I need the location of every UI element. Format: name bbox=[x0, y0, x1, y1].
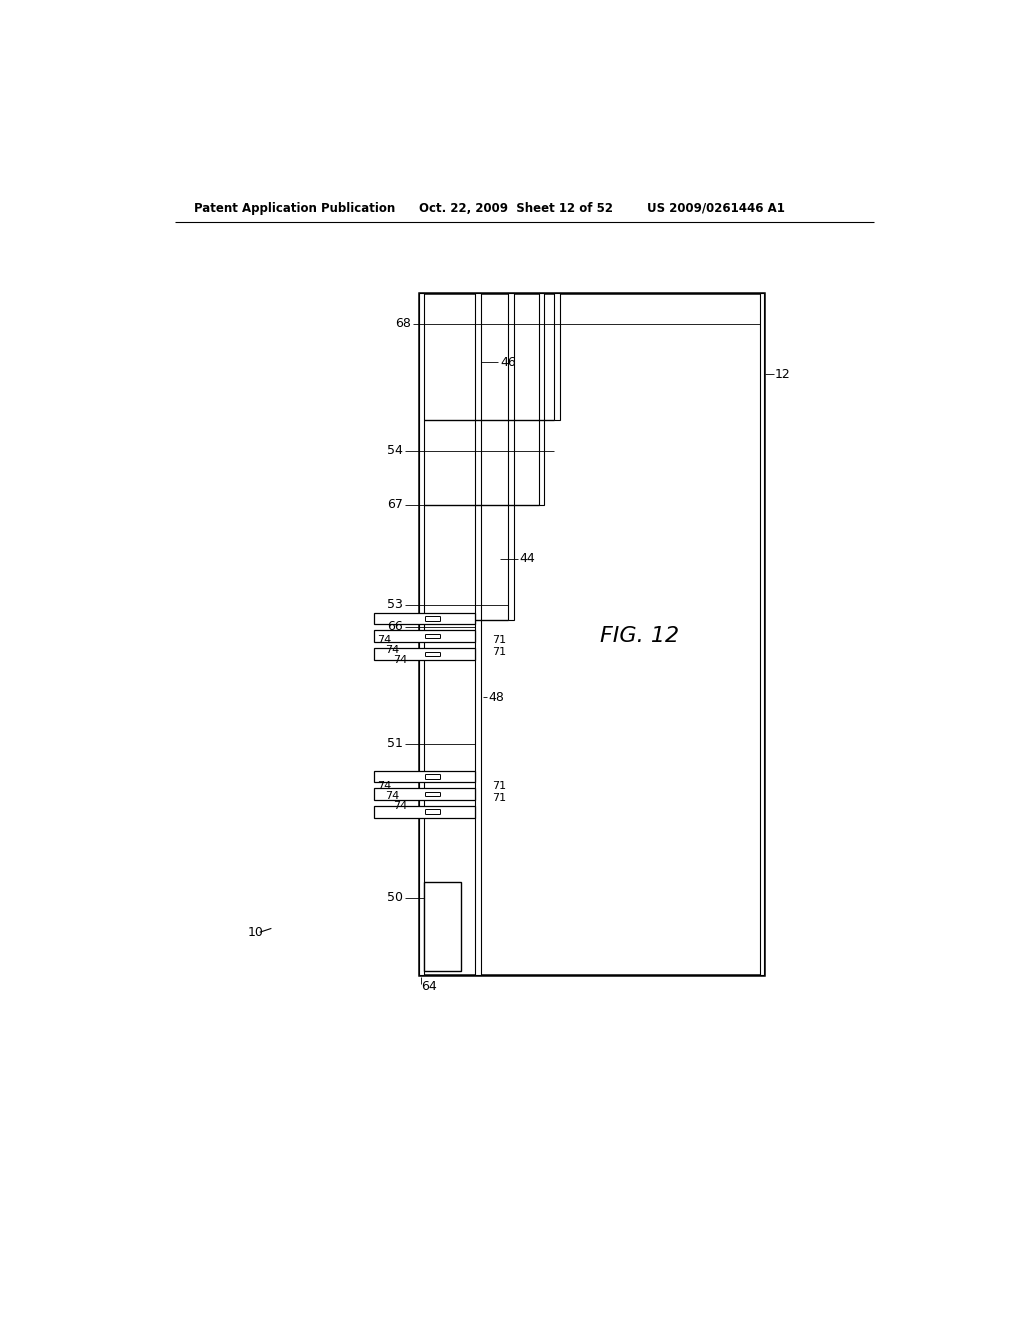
Text: US 2009/0261446 A1: US 2009/0261446 A1 bbox=[647, 202, 785, 215]
Bar bbox=[375, 807, 475, 817]
Text: 12: 12 bbox=[775, 367, 791, 380]
Text: 71: 71 bbox=[493, 781, 507, 791]
Bar bbox=[475, 293, 481, 974]
Text: 53: 53 bbox=[387, 598, 403, 611]
Text: 71: 71 bbox=[493, 635, 507, 644]
Text: 68: 68 bbox=[395, 317, 411, 330]
Text: 74: 74 bbox=[377, 635, 391, 644]
Text: 71: 71 bbox=[493, 647, 507, 657]
Text: 48: 48 bbox=[488, 690, 504, 704]
Bar bbox=[419, 293, 424, 974]
Bar bbox=[375, 612, 475, 624]
Text: 64: 64 bbox=[421, 979, 436, 993]
Text: 50: 50 bbox=[387, 891, 403, 904]
Bar bbox=[539, 293, 544, 506]
Text: 74: 74 bbox=[377, 781, 391, 791]
Bar bbox=[554, 293, 560, 420]
Text: FIG. 12: FIG. 12 bbox=[600, 626, 679, 645]
Text: Patent Application Publication: Patent Application Publication bbox=[194, 202, 395, 215]
Text: 51: 51 bbox=[387, 737, 403, 750]
Text: 10: 10 bbox=[248, 925, 264, 939]
Text: 74: 74 bbox=[393, 655, 407, 665]
Text: Oct. 22, 2009  Sheet 12 of 52: Oct. 22, 2009 Sheet 12 of 52 bbox=[419, 202, 612, 215]
Bar bbox=[375, 771, 475, 781]
Text: 67: 67 bbox=[387, 499, 403, 511]
Bar bbox=[375, 648, 475, 660]
Text: 44: 44 bbox=[519, 552, 536, 565]
Bar bbox=[375, 788, 475, 800]
Text: 71: 71 bbox=[493, 793, 507, 804]
Text: 54: 54 bbox=[387, 445, 403, 458]
Text: 66: 66 bbox=[387, 620, 403, 634]
Bar bbox=[375, 631, 475, 642]
Text: 74: 74 bbox=[385, 644, 399, 655]
Text: 46: 46 bbox=[500, 356, 516, 370]
Text: 74: 74 bbox=[385, 791, 399, 801]
Bar bbox=[760, 293, 764, 974]
Bar bbox=[508, 293, 514, 620]
Bar bbox=[424, 882, 461, 970]
Text: 74: 74 bbox=[393, 801, 407, 810]
Bar bbox=[419, 293, 764, 974]
